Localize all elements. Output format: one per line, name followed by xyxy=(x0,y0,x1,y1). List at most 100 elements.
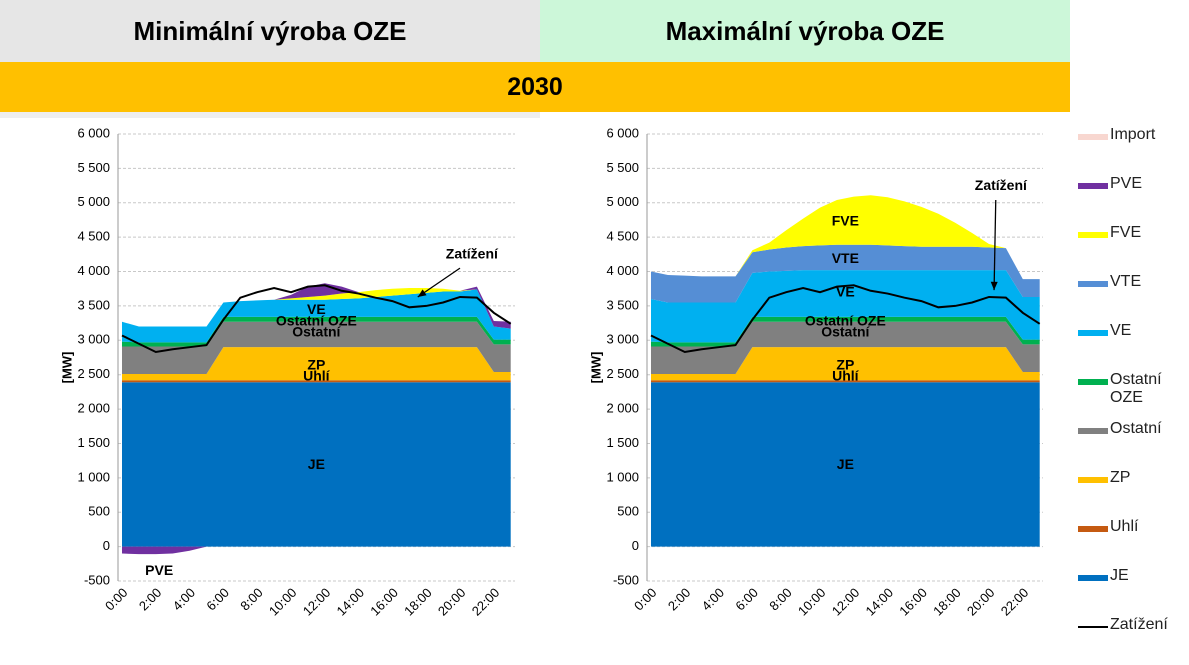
legend-label: Zatížení xyxy=(1110,616,1168,633)
x-tick-label: 16:00 xyxy=(896,585,930,619)
y-tick-label: 1 500 xyxy=(606,435,639,450)
y-tick-label: -500 xyxy=(613,572,639,587)
annotation: JE xyxy=(837,456,854,472)
area xyxy=(122,380,511,383)
legend-label: JE xyxy=(1110,567,1129,584)
charts: -500 0 500 1 000 1 500 2 000 2 500 3 000 3 500 4 … xyxy=(59,125,1043,619)
annotation: Uhlí xyxy=(303,367,331,383)
y-tick-label: -500 xyxy=(84,572,110,587)
legend-swatch xyxy=(1078,134,1108,140)
area xyxy=(651,321,1040,375)
y-tick-label: 6 000 xyxy=(77,125,110,140)
x-tick-label: 20:00 xyxy=(964,585,998,619)
annotation: ZP xyxy=(307,356,325,372)
y-tick-label: 1 000 xyxy=(606,469,639,484)
load-line xyxy=(121,284,512,354)
annotation: PVE xyxy=(145,562,173,578)
x-tick-label: 8:00 xyxy=(237,585,266,614)
header-left: Minimální výroba OZE xyxy=(0,0,540,62)
legend-swatch xyxy=(1078,379,1108,385)
area xyxy=(651,270,1040,343)
annotation: Uhlí xyxy=(832,367,860,383)
area xyxy=(651,380,1040,383)
legend-label: Ostatní xyxy=(1110,420,1162,437)
legend-item: Zatížení xyxy=(1078,616,1186,665)
y-tick-label: 4 500 xyxy=(606,229,639,244)
x-tick-label: 10:00 xyxy=(795,585,829,619)
legend-item: JE xyxy=(1078,567,1186,616)
y-tick-label: 500 xyxy=(617,504,639,519)
annotation: VTE xyxy=(832,250,859,266)
annotation: VE xyxy=(307,301,326,317)
y-tick-label: 500 xyxy=(88,504,110,519)
x-tick-label: 18:00 xyxy=(930,585,964,619)
y-tick-label: 5 500 xyxy=(606,160,639,175)
header-right: Maximální výroba OZE xyxy=(540,0,1070,62)
area xyxy=(651,195,1040,280)
annotation: Zatížení xyxy=(446,246,499,262)
y-tick-label: 0 xyxy=(103,538,110,553)
x-tick-label: 16:00 xyxy=(367,585,401,619)
area xyxy=(651,382,1040,547)
annotation: Ostatní OZE xyxy=(276,312,357,328)
x-tick-label: 2:00 xyxy=(136,585,165,614)
y-tick-label: 5 500 xyxy=(77,160,110,175)
y-tick-label: 2 500 xyxy=(77,366,110,381)
x-tick-label: 14:00 xyxy=(334,585,368,619)
legend-label: Uhlí xyxy=(1110,518,1139,535)
strip xyxy=(0,112,540,118)
legend-swatch xyxy=(1078,575,1108,581)
area-negative xyxy=(122,546,511,555)
y-tick-label: 1 500 xyxy=(77,435,110,450)
legend-swatch xyxy=(1078,626,1108,628)
y-tick-label: 0 xyxy=(632,538,639,553)
x-tick-label: 8:00 xyxy=(766,585,795,614)
area xyxy=(122,347,511,381)
annotation: FVE xyxy=(832,213,859,229)
x-tick-label: 20:00 xyxy=(435,585,469,619)
y-tick-label: 6 000 xyxy=(606,125,639,140)
area xyxy=(651,244,1040,303)
legend-label: Ostatní OZE xyxy=(1110,371,1162,406)
legend-item: Import xyxy=(1078,126,1186,175)
annotation: Ostatní OZE xyxy=(805,312,886,328)
legend-swatch xyxy=(1078,526,1108,532)
legend-swatch xyxy=(1078,183,1108,189)
legend-item: Ostatní xyxy=(1078,420,1186,469)
x-tick-label: 12:00 xyxy=(300,585,334,619)
legend-item: PVE xyxy=(1078,175,1186,224)
x-tick-label: 10:00 xyxy=(266,585,300,619)
annotation: JE xyxy=(308,456,325,472)
legend-item: Ostatní OZE xyxy=(1078,371,1186,420)
load-line xyxy=(650,284,1041,354)
legend-item: FVE xyxy=(1078,224,1186,273)
x-tick-label: 18:00 xyxy=(401,585,435,619)
x-tick-label: 22:00 xyxy=(469,585,503,619)
y-tick-label: 2 000 xyxy=(606,401,639,416)
y-tick-label: 4 500 xyxy=(77,229,110,244)
x-tick-label: 14:00 xyxy=(863,585,897,619)
y-tick-label: 5 000 xyxy=(606,194,639,209)
x-tick-label: 2:00 xyxy=(665,585,694,614)
y-tick-label: 2 500 xyxy=(606,366,639,381)
area xyxy=(122,321,511,375)
y-axis-label: [MW] xyxy=(59,352,74,384)
y-tick-label: 4 000 xyxy=(606,263,639,278)
annotation: Zatížení xyxy=(975,177,1028,193)
y-tick-label: 3 500 xyxy=(606,297,639,312)
x-tick-label: 0:00 xyxy=(631,585,660,614)
x-tick-label: 12:00 xyxy=(829,585,863,619)
legend-item: Uhlí xyxy=(1078,518,1186,567)
y-tick-label: 3 000 xyxy=(606,332,639,347)
y-axis-label: [MW] xyxy=(588,352,603,384)
x-tick-label: 4:00 xyxy=(699,585,728,614)
page: Minimální výroba OZE Maximální výroba OZ… xyxy=(0,0,1186,633)
legend-label: ZP xyxy=(1110,469,1131,486)
y-tick-label: 2 000 xyxy=(77,401,110,416)
legend-label: VE xyxy=(1110,322,1132,339)
legend-item: VE xyxy=(1078,322,1186,371)
y-tick-label: 1 000 xyxy=(77,469,110,484)
legend-label: VTE xyxy=(1110,273,1142,290)
x-tick-label: 0:00 xyxy=(102,585,131,614)
arrow-head xyxy=(417,289,427,297)
